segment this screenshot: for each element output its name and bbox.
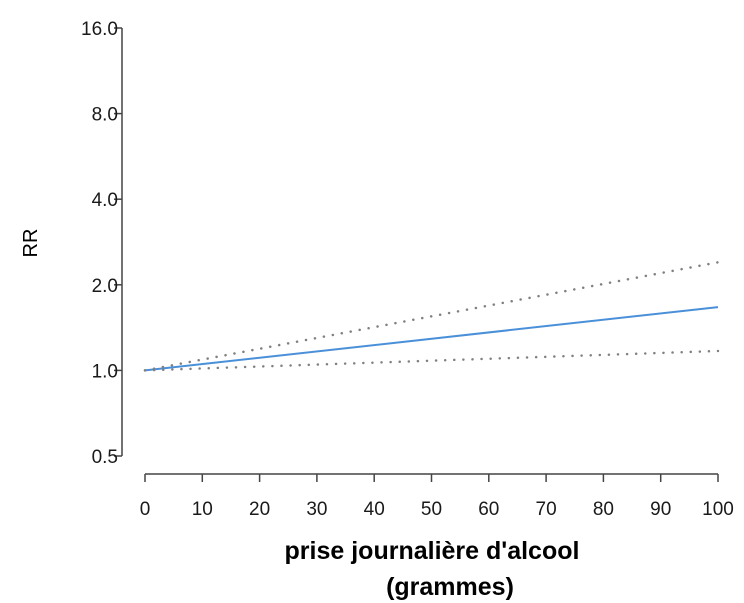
x-tick-label: 80: [593, 499, 614, 520]
x-tick-label: 70: [536, 499, 557, 520]
x-axis-title-line1: prise journalière d'alcool: [285, 537, 580, 565]
y-tick-label: 16.0: [81, 19, 118, 40]
x-tick-label: 10: [192, 499, 213, 520]
y-axis-title: RR: [20, 229, 42, 258]
y-tick-label: 0.5: [92, 447, 118, 468]
x-tick-label: 100: [702, 499, 734, 520]
ci-bound-line-1: [143, 261, 720, 372]
y-tick-label: 8.0: [92, 105, 118, 126]
series-group: [143, 261, 720, 372]
rr-line: [144, 306, 719, 372]
x-tick-label: 60: [478, 499, 499, 520]
y-tick-label: 2.0: [92, 276, 118, 297]
x-tick-label: 40: [364, 499, 385, 520]
y-tick-label: 4.0: [92, 190, 118, 211]
x-tick-label: 20: [249, 499, 270, 520]
x-tick-label: 90: [650, 499, 671, 520]
x-axis-title-line2: (grammes): [386, 573, 514, 601]
x-tick-label: 50: [421, 499, 442, 520]
x-tick-label: 30: [306, 499, 327, 520]
x-axis: 0 10 20 30 40 50 60 70 80 90 100: [140, 473, 734, 520]
y-axis: 0.5 1.0 2.0 4.0 8.0 16.0: [81, 19, 123, 468]
y-tick-label: 1.0: [92, 361, 118, 382]
x-tick-label: 0: [140, 499, 151, 520]
